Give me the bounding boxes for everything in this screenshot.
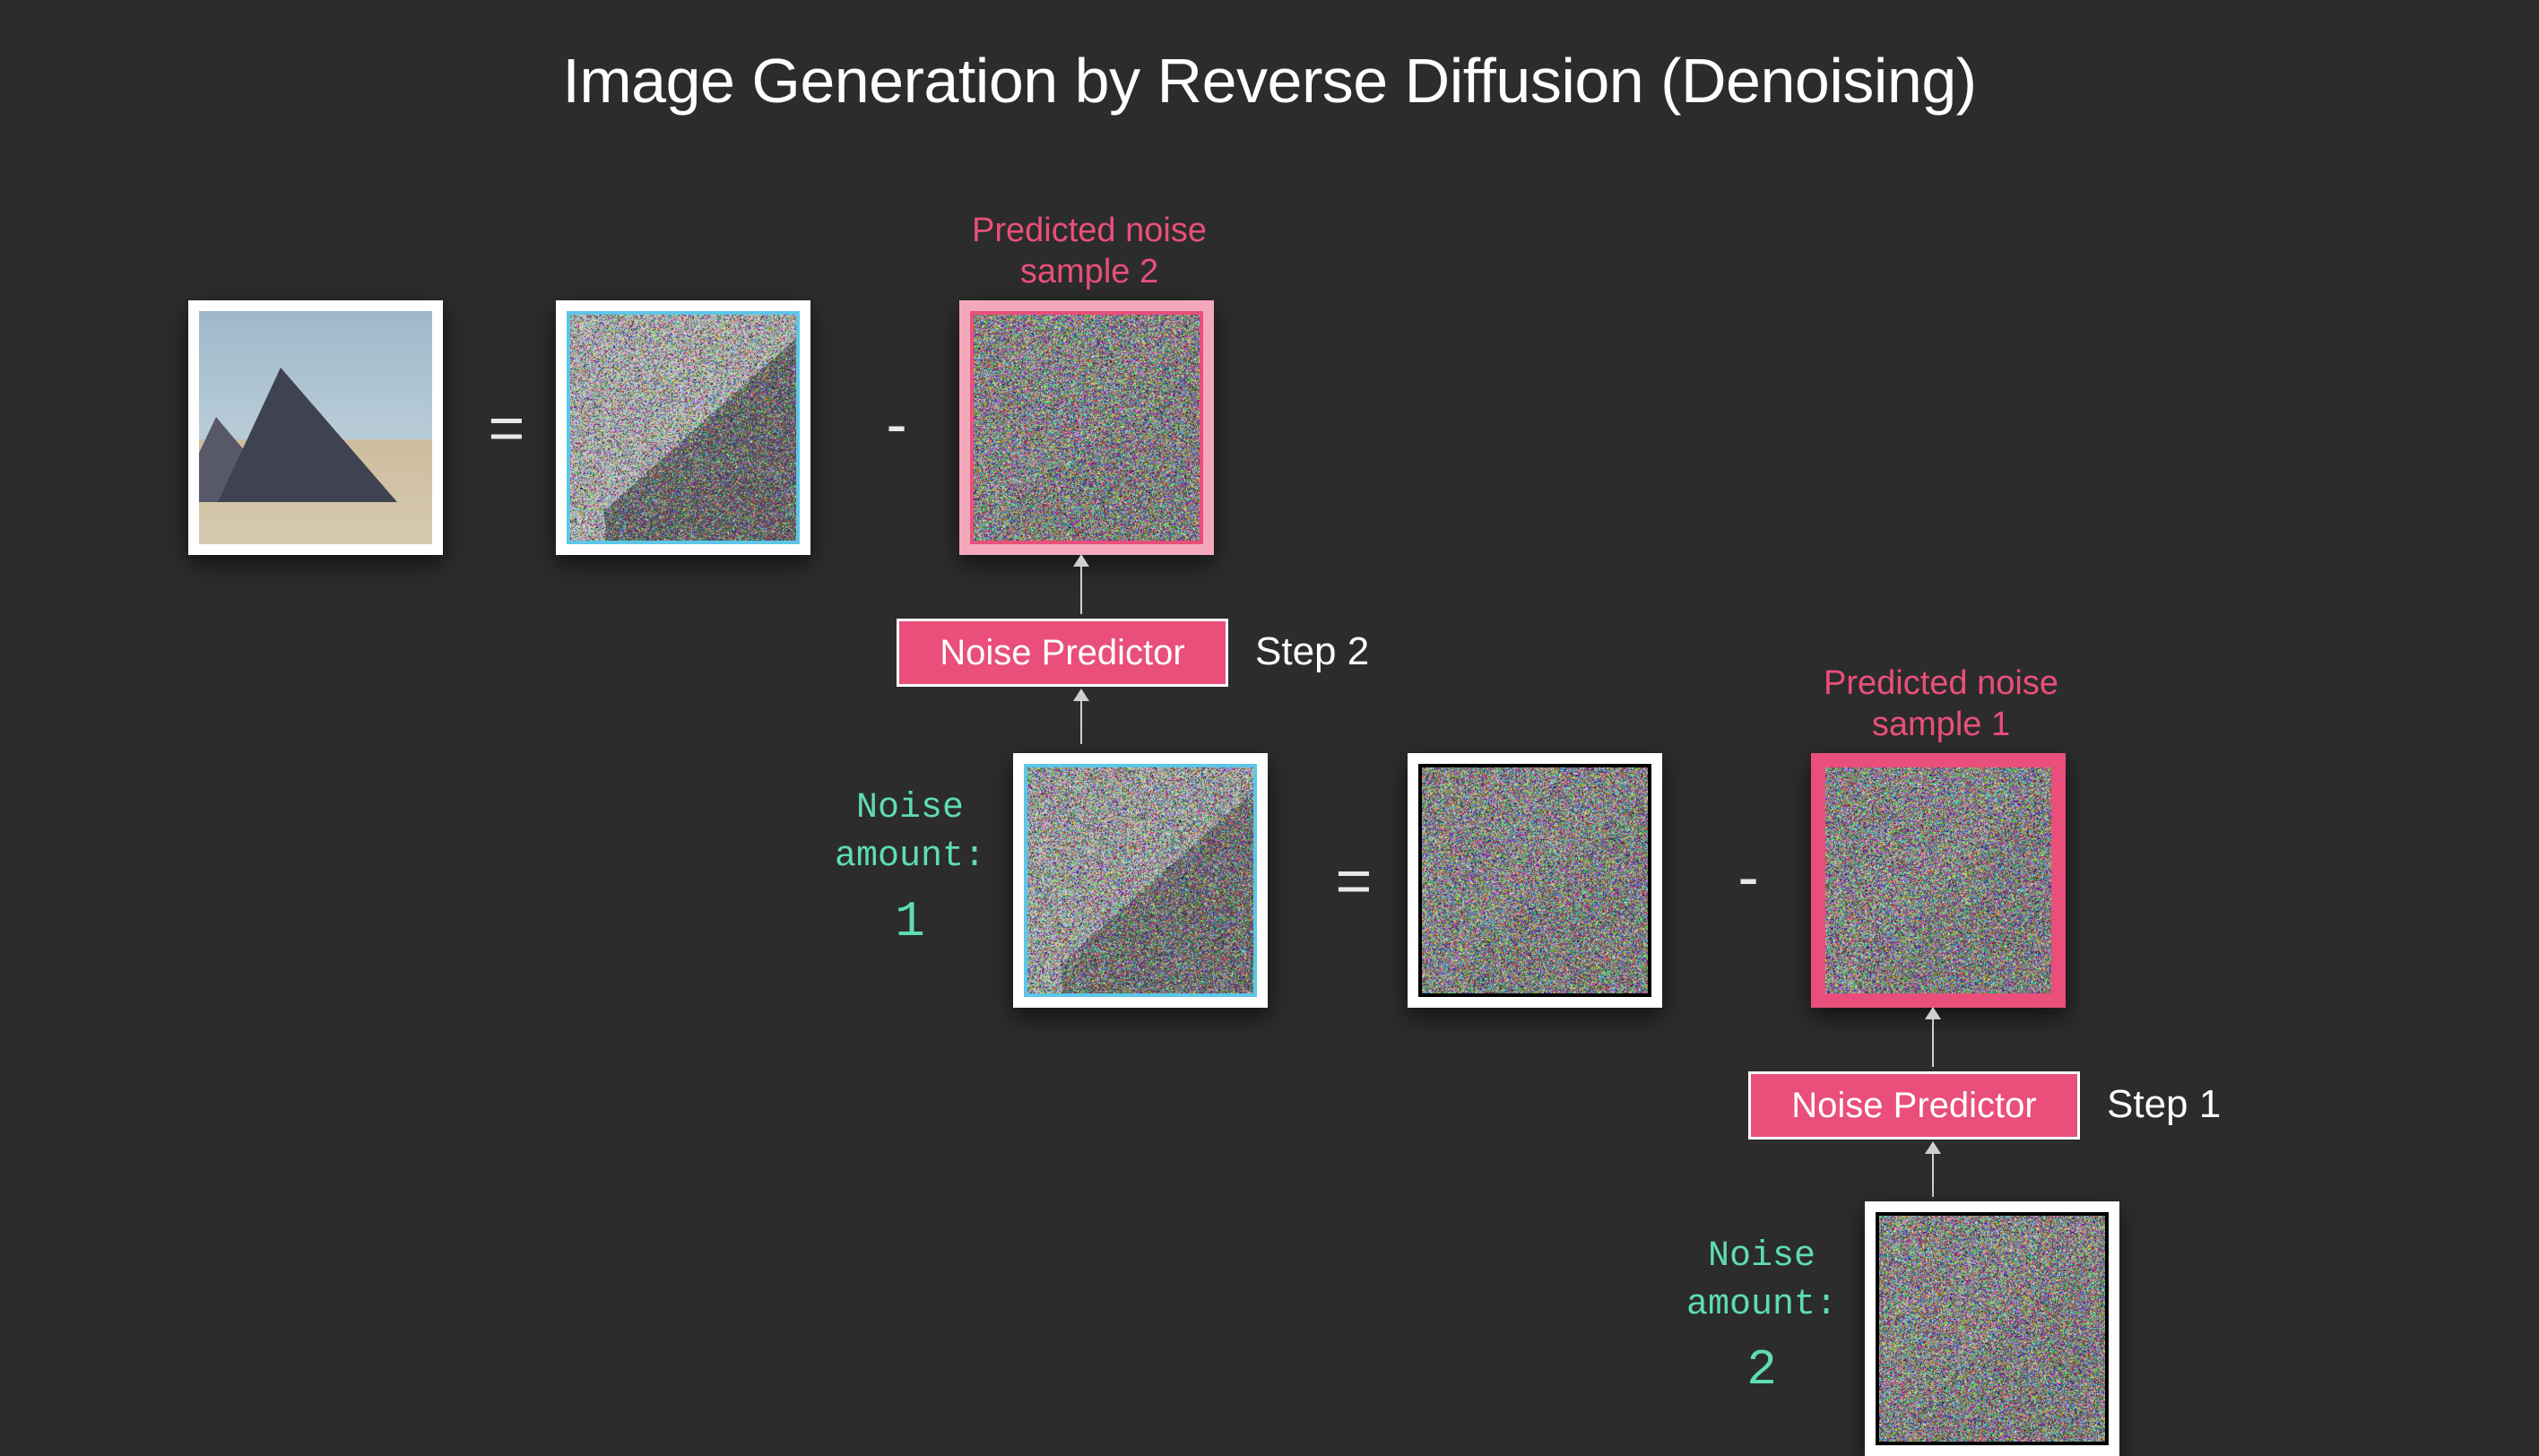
noise-predictor-1: Noise Predictor	[1748, 1071, 2080, 1140]
pyramid-icon	[199, 311, 432, 544]
page-title: Image Generation by Reverse Diffusion (D…	[0, 45, 2539, 117]
operator-minus-2: -	[1737, 841, 1758, 913]
arrow-up-icon	[1080, 565, 1082, 614]
operator-equals-2: =	[1336, 845, 1373, 916]
image-predicted-noise-1	[1811, 753, 2066, 1008]
noise-amount-label: Noiseamount:	[835, 788, 985, 877]
operator-equals-1: =	[489, 392, 525, 464]
noise-amount-value: 1	[829, 888, 991, 957]
noise-canvas	[1024, 764, 1257, 997]
image-start-noise	[1865, 1201, 2119, 1456]
step-2-label: Step 2	[1255, 629, 1369, 674]
image-predicted-noise-2	[959, 300, 1214, 555]
image-pure-noise	[1408, 753, 1662, 1008]
image-result	[188, 300, 443, 555]
noise-amount-value: 2	[1681, 1337, 1842, 1405]
noise-canvas	[1418, 764, 1651, 997]
step-1-label: Step 1	[2107, 1082, 2221, 1127]
predicted-noise-1-label: Predicted noisesample 1	[1815, 663, 2067, 745]
arrow-up-icon	[1932, 1152, 1934, 1197]
operator-minus-1: -	[886, 388, 906, 460]
arrow-up-icon	[1080, 699, 1082, 744]
noise-canvas	[970, 311, 1203, 544]
image-denoised-step1	[1013, 753, 1268, 1008]
arrow-up-icon	[1932, 1018, 1934, 1067]
predicted-noise-2-label: Predicted noisesample 2	[964, 211, 1215, 292]
noise-amount-label: Noiseamount:	[1686, 1236, 1837, 1325]
noise-canvas	[1876, 1212, 2109, 1445]
noise-amount-1: Noiseamount: 2	[1681, 1233, 1842, 1405]
image-denoised-step2	[556, 300, 810, 555]
noise-canvas	[1822, 764, 2055, 997]
noise-amount-2: Noiseamount: 1	[829, 784, 991, 957]
noise-predictor-2: Noise Predictor	[897, 619, 1228, 687]
noise-canvas	[567, 311, 800, 544]
